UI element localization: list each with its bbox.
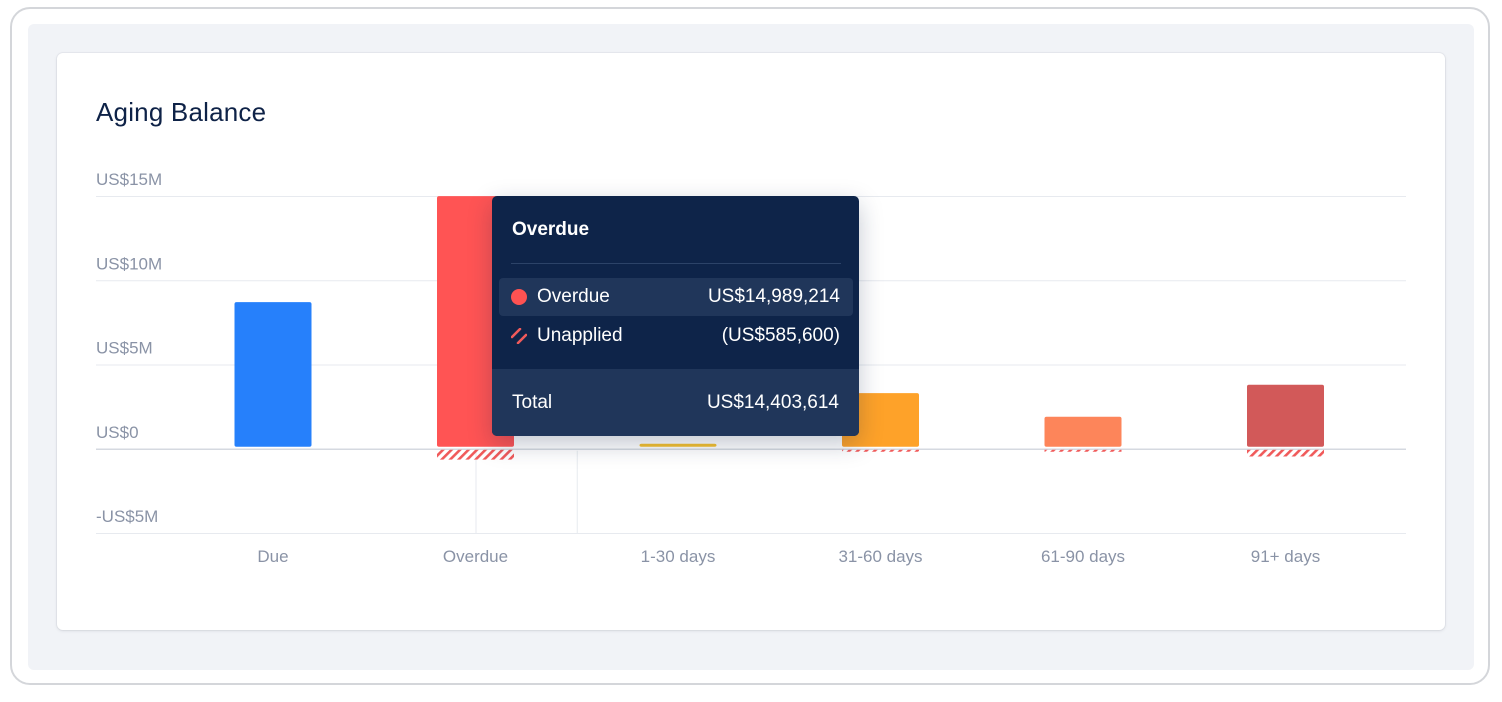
tooltip-title: Overdue — [512, 219, 590, 240]
unapplied-hatch-bar — [437, 449, 514, 460]
x-tick-label: 61-90 days — [1041, 547, 1125, 566]
x-tick-label: 1-30 days — [641, 547, 716, 566]
y-tick-label: US$5M — [96, 339, 153, 358]
tooltip-row-label: Overdue — [537, 286, 610, 307]
unapplied-hatch-bar — [842, 449, 919, 452]
card-title: Aging Balance — [96, 97, 267, 127]
y-tick-label: US$0 — [96, 423, 139, 442]
x-tick-label: Overdue — [443, 547, 508, 566]
tooltip-total-row: Total US$14,403,614 — [492, 369, 859, 436]
overdue-dot-icon — [511, 289, 527, 305]
y-tick-label: US$10M — [96, 254, 162, 273]
y-tick-label: -US$5M — [96, 507, 158, 526]
tooltip-divider — [511, 263, 841, 264]
bar-1-30-days — [639, 443, 717, 447]
tooltip-total-value: US$14,403,614 — [706, 391, 839, 413]
x-tick-label: 31-60 days — [838, 547, 922, 566]
tooltip-row-unapplied: Unapplied (US$585,600) — [499, 317, 853, 355]
hatch-pattern-icon — [511, 328, 527, 344]
unapplied-hatch-bar — [1247, 449, 1324, 457]
tooltip-total-label: Total — [512, 391, 553, 413]
x-tick-label: 91+ days — [1251, 547, 1320, 566]
chart-tooltip: Overdue Overdue US$14,989,214 Unapplied … — [492, 196, 859, 436]
y-tick-label: US$15M — [96, 170, 162, 189]
unapplied-hatch-bar — [1044, 449, 1122, 452]
tooltip-row-value: US$14,989,214 — [707, 286, 840, 307]
bar-61-90-days — [1044, 416, 1122, 447]
bar-due — [234, 302, 312, 447]
bar-31-60-days — [842, 393, 919, 447]
x-tick-label: Due — [257, 547, 288, 566]
tooltip-row-overdue: Overdue US$14,989,214 — [499, 278, 853, 316]
bar-91-days — [1247, 384, 1324, 447]
tooltip-row-label: Unapplied — [537, 325, 623, 346]
tooltip-row-value: (US$585,600) — [721, 325, 840, 346]
